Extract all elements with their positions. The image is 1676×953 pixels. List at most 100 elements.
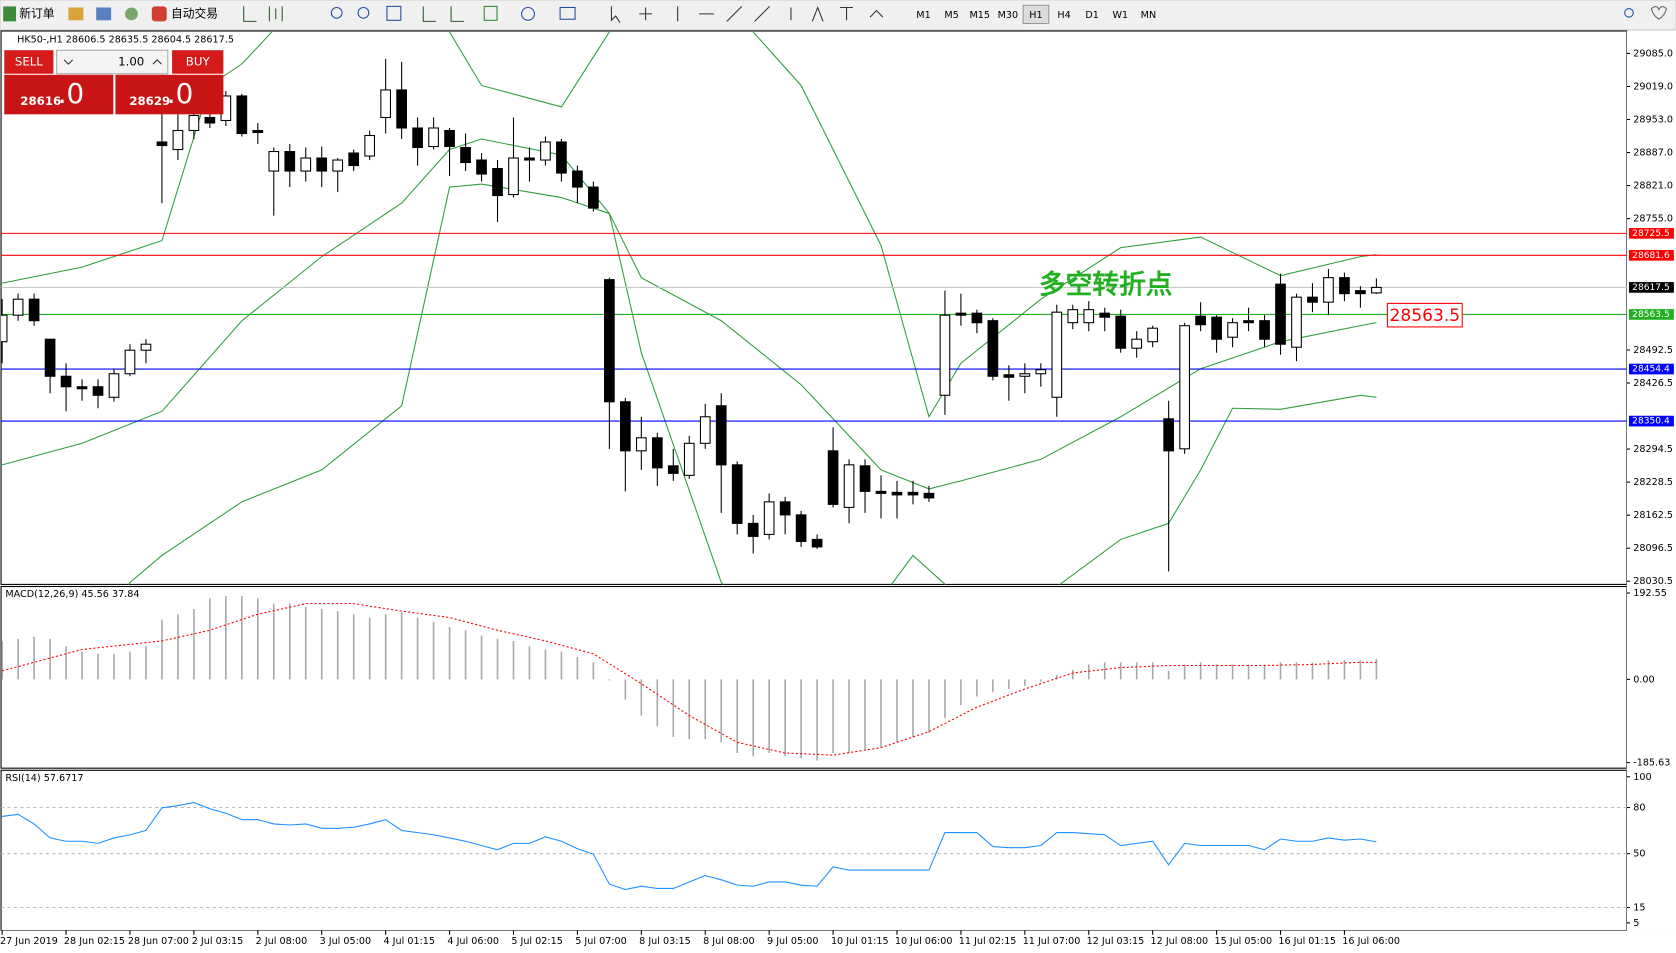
candle-body — [572, 170, 583, 188]
timeframe-button[interactable]: M15 — [969, 10, 990, 21]
candle-body — [843, 464, 855, 508]
y-tick-label: 28887.0 — [1633, 148, 1673, 159]
x-tick-label: 11 Jul 02:15 — [959, 936, 1017, 947]
tile[interactable] — [386, 5, 402, 21]
lot-input[interactable] — [56, 49, 169, 75]
candle-body — [236, 95, 248, 135]
timeframe-button[interactable]: MN — [1141, 10, 1156, 21]
price-label-box — [1628, 415, 1674, 427]
timeframe-bar: M1 M5 M15 M30 H1 H4 D1 W1 MN — [916, 4, 1156, 25]
timeframe-button[interactable]: M1 — [916, 10, 930, 21]
price-label: 28350.4 — [1632, 417, 1670, 427]
candle-body — [604, 279, 615, 403]
candle-body — [1035, 369, 1047, 375]
x-tick-label: 9 Jul 05:00 — [767, 936, 819, 947]
sell-price-box[interactable] — [4, 74, 114, 115]
y-tick-label: 28426.5 — [1633, 378, 1673, 389]
candle-body — [891, 491, 903, 496]
buy-pips: .0 — [167, 77, 194, 110]
candle-body — [1051, 311, 1063, 398]
periods[interactable] — [521, 6, 535, 21]
rsi-line — [2, 801, 1377, 891]
toolbar-icon[interactable] — [68, 7, 84, 21]
chart-type-icons[interactable] — [243, 6, 283, 22]
price-label-box — [1628, 228, 1674, 239]
sell-price: 28616 — [20, 94, 61, 108]
new-order-icon[interactable] — [3, 6, 17, 22]
y-tick-label: 28096.5 — [1633, 543, 1673, 554]
timeframe-button[interactable]: H4 — [1057, 10, 1070, 21]
indicators[interactable] — [483, 5, 498, 21]
price-label-box — [1628, 249, 1674, 261]
y-tick-label: 15 — [1633, 902, 1645, 913]
candle-body — [588, 186, 599, 209]
sell-label[interactable]: SELL — [15, 54, 43, 68]
candle-body — [492, 168, 503, 197]
candle-body — [428, 127, 439, 148]
x-tick-label: 10 Jul 01:15 — [831, 936, 889, 947]
toolbar-icon[interactable] — [125, 7, 138, 21]
y-tick-label: 28492.5 — [1633, 345, 1673, 356]
y-tick-label: 50 — [1633, 849, 1645, 860]
x-tick-label: 16 Jul 01:15 — [1278, 936, 1336, 947]
candle-body — [1291, 296, 1302, 348]
price-label-box — [1628, 282, 1674, 293]
candle-body — [380, 89, 391, 119]
x-tick-label: 15 Jul 05:00 — [1214, 936, 1272, 947]
bollinger-band — [2, 32, 1377, 419]
candle-body — [44, 338, 56, 377]
new-order-button[interactable]: 新订单 — [19, 6, 55, 20]
lot-spinners[interactable] — [63, 59, 162, 65]
y-tick-label: 80 — [1633, 803, 1645, 814]
toolbar-icon[interactable] — [96, 7, 112, 21]
bollinger-band — [128, 183, 1377, 585]
drawing-tools[interactable] — [610, 5, 884, 23]
timeframe-button[interactable]: H1 — [1029, 10, 1042, 21]
buy-label[interactable]: BUY — [186, 54, 211, 68]
candle-body — [1243, 320, 1254, 324]
favorites[interactable] — [1650, 6, 1667, 20]
candle-body — [1323, 277, 1334, 303]
search[interactable] — [1624, 8, 1634, 18]
x-tick-label: 2 Jul 08:00 — [256, 936, 308, 947]
y-tick-label: 100 — [1633, 772, 1651, 783]
price-label: 28563.5 — [1632, 310, 1670, 320]
lot-value[interactable]: 1.00 — [118, 54, 144, 68]
candle-body — [699, 416, 711, 444]
timeframe-button[interactable]: D1 — [1085, 10, 1099, 21]
x-tick-label: 12 Jul 08:00 — [1151, 936, 1209, 947]
price-panel — [0, 30, 1628, 585]
templates[interactable] — [559, 6, 576, 20]
candle-body — [540, 141, 551, 161]
timeframe-button[interactable]: M5 — [944, 10, 958, 21]
timeframe-button[interactable]: M30 — [998, 10, 1019, 21]
y-tick-label: 28953.0 — [1633, 114, 1673, 125]
x-tick-label: 12 Jul 03:15 — [1087, 936, 1145, 947]
candle-body — [1195, 315, 1206, 326]
indicator-title: MACD(12,26,9) 45.56 37.84 — [5, 589, 139, 600]
auto-trade-button[interactable]: 自动交易 — [171, 6, 218, 20]
zoom-out[interactable] — [357, 6, 370, 19]
candle-body — [188, 114, 200, 132]
y-tick-label: 5 — [1633, 918, 1639, 929]
price-plot — [1, 32, 1627, 585]
timeframe-button[interactable]: W1 — [1112, 10, 1128, 21]
sell-button[interactable] — [4, 50, 54, 74]
candle-body — [124, 349, 136, 375]
candle-body — [827, 450, 839, 505]
y-tick-label: 28228.5 — [1633, 477, 1673, 488]
candle-body — [923, 492, 935, 499]
auto-trade-icon[interactable] — [151, 6, 167, 22]
x-tick-label: 10 Jul 06:00 — [895, 936, 953, 947]
buy-button[interactable] — [172, 50, 224, 74]
scroll-icons[interactable] — [422, 6, 464, 22]
macd-panel — [0, 586, 1628, 769]
y-tick-label: 29085.0 — [1633, 48, 1673, 59]
toolbar — [0, 0, 1676, 31]
candle-body — [1227, 322, 1238, 338]
price-label: 28681.6 — [1632, 251, 1670, 261]
zoom-in[interactable] — [330, 6, 343, 19]
candle-body — [779, 501, 791, 516]
buy-price-box[interactable] — [115, 74, 224, 115]
x-tick-label: 3 Jul 05:00 — [320, 936, 372, 947]
